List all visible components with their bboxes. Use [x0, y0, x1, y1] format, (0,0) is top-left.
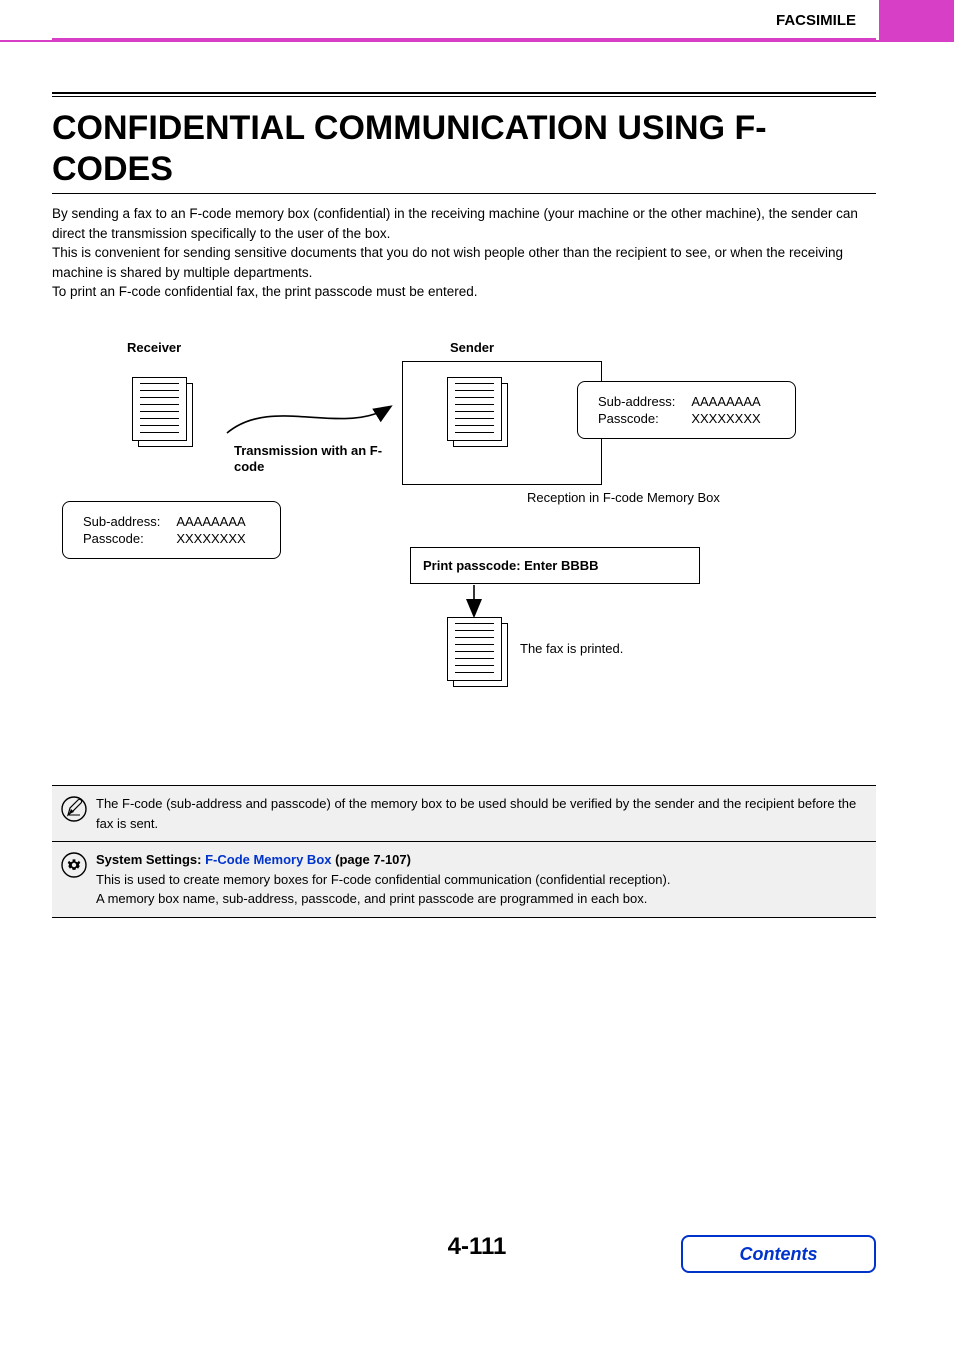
- passcode-key: Passcode:: [83, 531, 174, 546]
- sender-codebox: Sub-address:AAAAAAAA Passcode:XXXXXXXX: [577, 381, 796, 439]
- sub-address-val-2: AAAAAAAA: [691, 394, 774, 409]
- title-rule-bottom: [52, 193, 876, 194]
- note-setting-row: System Settings: F-Code Memory Box (page…: [52, 842, 876, 918]
- intro-p1: By sending a fax to an F-code memory box…: [52, 204, 876, 243]
- setting-prefix: System Settings:: [96, 852, 205, 867]
- sub-address-key-2: Sub-address:: [598, 394, 689, 409]
- reception-label: Reception in F-code Memory Box: [527, 490, 720, 505]
- section-label: FACSIMILE: [776, 12, 856, 29]
- sub-address-key: Sub-address:: [83, 514, 174, 529]
- passcode-key-2: Passcode:: [598, 411, 689, 426]
- notes-area: The F-code (sub-address and passcode) of…: [52, 785, 876, 918]
- sender-document-icon: [447, 377, 509, 447]
- intro-text: By sending a fax to an F-code memory box…: [52, 204, 876, 302]
- setting-page: (page 7-107): [332, 852, 411, 867]
- sub-address-val: AAAAAAAA: [176, 514, 259, 529]
- setting-link[interactable]: F-Code Memory Box: [205, 852, 331, 867]
- contents-button[interactable]: Contents: [681, 1235, 876, 1273]
- pencil-icon: [52, 794, 96, 822]
- note-setting-text: System Settings: F-Code Memory Box (page…: [96, 850, 876, 909]
- note-tip-row: The F-code (sub-address and passcode) of…: [52, 785, 876, 842]
- fcode-diagram: Receiver Sender Transmission with an F-c…: [52, 325, 882, 725]
- gear-icon: [52, 850, 96, 878]
- sender-label: Sender: [450, 340, 494, 355]
- note-tip-text: The F-code (sub-address and passcode) of…: [96, 794, 876, 833]
- setting-line2: A memory box name, sub-address, passcode…: [96, 891, 647, 906]
- printed-document-icon: [447, 617, 509, 687]
- receiver-label: Receiver: [127, 340, 181, 355]
- intro-p2: This is convenient for sending sensitive…: [52, 243, 876, 282]
- receiver-codebox: Sub-address:AAAAAAAA Passcode:XXXXXXXX: [62, 501, 281, 559]
- transmission-label: Transmission with an F-code: [234, 443, 394, 474]
- passcode-val: XXXXXXXX: [176, 531, 259, 546]
- accent-block: [879, 0, 954, 42]
- title-rule-top: [52, 92, 876, 97]
- print-passcode-box: Print passcode: Enter BBBB: [410, 547, 700, 584]
- passcode-val-2: XXXXXXXX: [691, 411, 774, 426]
- header-underline: [52, 38, 876, 40]
- setting-line1: This is used to create memory boxes for …: [96, 872, 670, 887]
- receiver-document-icon: [132, 377, 194, 447]
- intro-p3: To print an F-code confidential fax, the…: [52, 282, 876, 302]
- page-title: CONFIDENTIAL COMMUNICATION USING F-CODES: [52, 108, 876, 190]
- printed-label: The fax is printed.: [520, 641, 623, 656]
